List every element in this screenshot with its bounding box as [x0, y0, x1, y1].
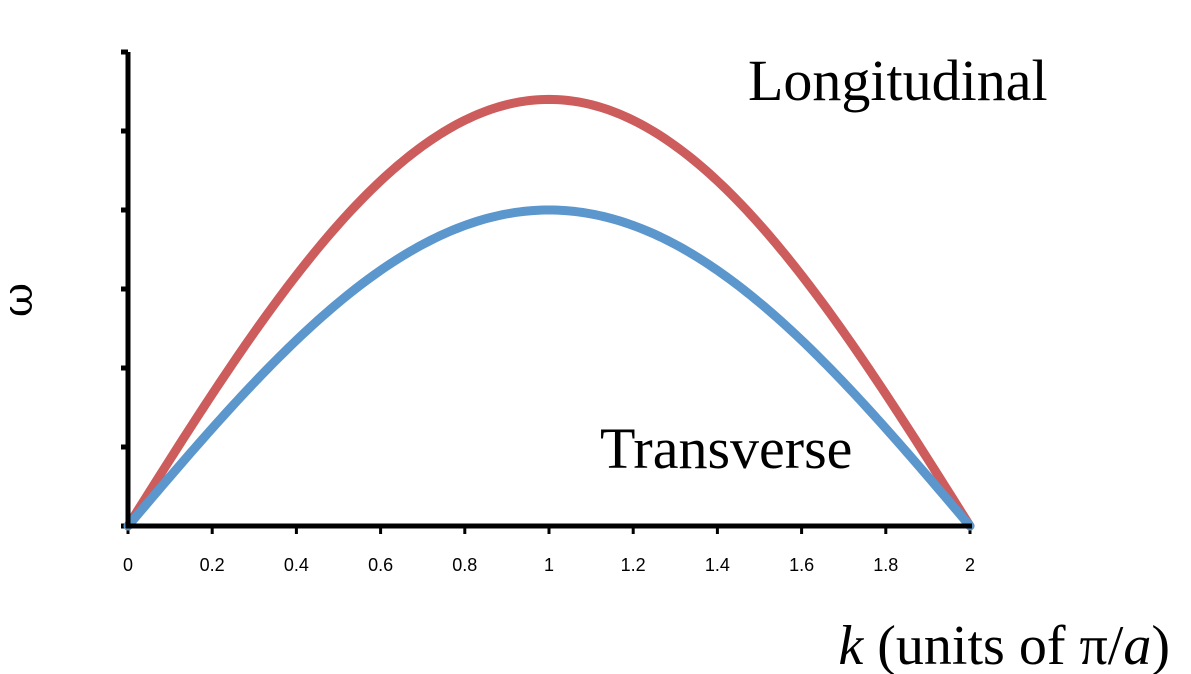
x-axis-label-var: k [838, 615, 864, 674]
x-tick-label: 1.4 [705, 555, 730, 575]
x-tick-label: 0 [123, 555, 133, 575]
series-layer [123, 94, 975, 531]
x-axis-label-slash: / [1108, 615, 1124, 674]
x-tick-label: 0.4 [284, 555, 309, 575]
x-tick-label: 1 [544, 555, 554, 575]
x-axis-label-prefix: (units of [863, 615, 1079, 674]
x-tick-label: 1.6 [789, 555, 814, 575]
series-label-transverse: Transverse [600, 416, 852, 481]
x-axis-label-pi: π [1080, 615, 1108, 674]
x-axis-label-a: a [1123, 615, 1151, 674]
series-line-transverse [123, 205, 975, 531]
x-tick-label: 1.8 [873, 555, 898, 575]
x-tick-label: 2 [965, 555, 975, 575]
x-tick-label: 0.6 [368, 555, 393, 575]
x-tick-label: 0.8 [452, 555, 477, 575]
series-line-longitudinal [123, 94, 975, 531]
x-axis-label: k (units of π/a) [838, 615, 1170, 674]
x-axis-label-suffix: ) [1151, 615, 1170, 674]
y-axis-ticks [121, 49, 128, 529]
y-axis-label: ω [0, 283, 42, 317]
series-label-longitudinal: Longitudinal [748, 48, 1048, 113]
x-tick-label: 0.2 [200, 555, 225, 575]
x-tick-label: 1.2 [621, 555, 646, 575]
x-tick-labels: 0 0.2 0.4 0.6 0.8 1 1.2 1.4 1.6 1.8 2 [123, 555, 975, 575]
